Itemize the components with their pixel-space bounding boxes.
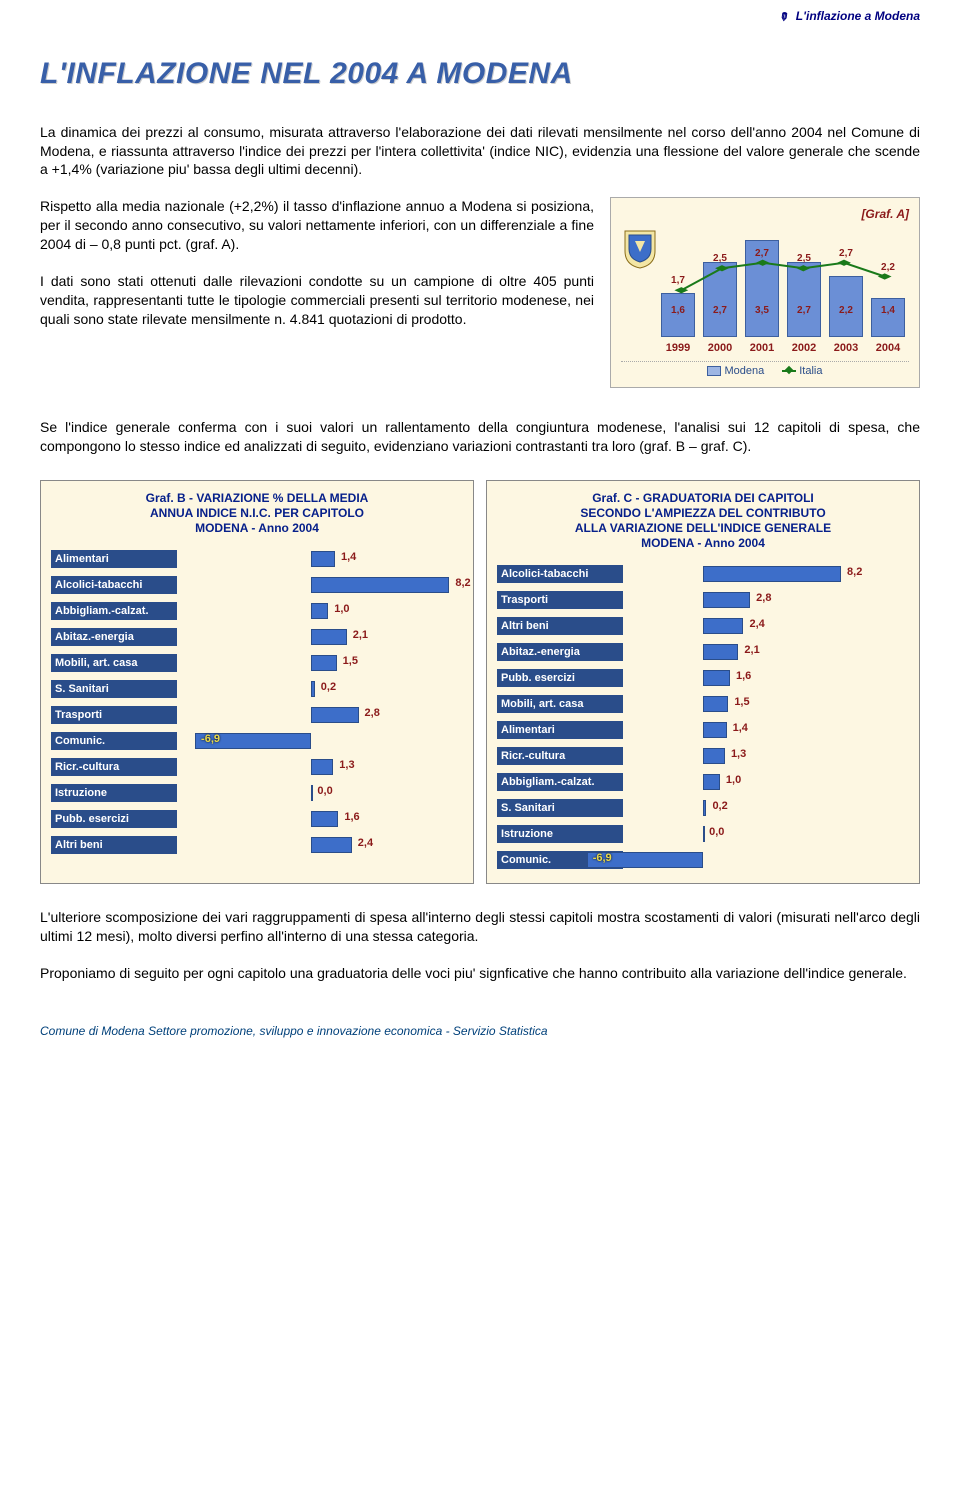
chart-row: Trasporti 2,8 [497, 587, 909, 613]
chart-row-value: 1,6 [736, 669, 751, 684]
chart-row: Alcolici-tabacchi 8,2 [497, 561, 909, 587]
chart-c-title-1: Graf. C - GRADUATORIA DEI CAPITOLI [497, 491, 909, 506]
chart-row: Altri beni 2,4 [497, 613, 909, 639]
chart-b-title-2: ANNUA INDICE N.I.C. PER CAPITOLO [51, 506, 463, 521]
chart-row-value: 2,4 [358, 836, 373, 851]
modena-crest-icon [623, 229, 657, 269]
paragraph-2: Rispetto alla media nazionale (+2,2%) il… [40, 197, 594, 254]
chart-row-label: Alimentari [51, 550, 177, 569]
chart-row: Abbigliam.-calzat. 1,0 [497, 769, 909, 795]
legend-italia: Italia [799, 365, 822, 377]
chart-row-value: 0,2 [321, 680, 336, 695]
chart-row: Ricr.-cultura 1,3 [497, 743, 909, 769]
chart-row-label: Ricr.-cultura [497, 747, 623, 766]
chart-row-value: 1,0 [334, 602, 349, 617]
chart-row-label: S. Sanitari [51, 680, 177, 699]
chart-row-label: Pubb. esercizi [497, 669, 623, 688]
chart-row: S. Sanitari 0,2 [51, 676, 463, 702]
chart-row-value: 2,8 [365, 706, 380, 721]
chart-row-value: -6,9 [201, 732, 220, 747]
chart-row-label: Comunic. [51, 732, 177, 751]
chart-row: S. Sanitari 0,2 [497, 795, 909, 821]
chart-row-label: Altri beni [497, 617, 623, 636]
chart-row-value: 2,8 [756, 591, 771, 606]
header-tag: L'inflazione a Modena [796, 9, 920, 23]
chart-a-tag: [Graf. A] [621, 206, 909, 222]
chart-c: Graf. C - GRADUATORIA DEI CAPITOLI SECON… [486, 480, 920, 884]
chart-row: Ricr.-cultura 1,3 [51, 754, 463, 780]
paragraph-6: Proponiamo di seguito per ogni capitolo … [40, 964, 920, 983]
chart-row-label: Mobili, art. casa [51, 654, 177, 673]
page-header: ✎ L'inflazione a Modena [40, 0, 920, 54]
chart-c-title-2: SECONDO L'AMPIEZZA DEL CONTRIBUTO [497, 506, 909, 521]
chart-row-value: 0,0 [709, 825, 724, 840]
chart-row-label: Alcolici-tabacchi [51, 576, 177, 595]
chart-row: Alimentari 1,4 [497, 717, 909, 743]
chart-row-label: Trasporti [497, 591, 623, 610]
chart-row-label: S. Sanitari [497, 799, 623, 818]
chart-b-title-3: MODENA - Anno 2004 [51, 521, 463, 536]
chart-row-value: 1,4 [733, 721, 748, 736]
paragraph-5: L'ulteriore scomposizione dei vari raggr… [40, 908, 920, 946]
chart-row: Alimentari 1,4 [51, 546, 463, 572]
chart-row-value: 1,4 [341, 550, 356, 565]
chart-row: Altri beni 2,4 [51, 832, 463, 858]
chart-c-title-4: MODENA - Anno 2004 [497, 536, 909, 551]
chart-row-value: 1,5 [343, 654, 358, 669]
chart-row-value: 2,1 [353, 628, 368, 643]
chart-row-label: Pubb. esercizi [51, 810, 177, 829]
paragraph-4: Se l'indice generale conferma con i suoi… [40, 418, 920, 456]
chart-row-value: 8,2 [455, 576, 470, 591]
chart-row: Alcolici-tabacchi8,2 [51, 572, 463, 598]
chart-row-label: Trasporti [51, 706, 177, 725]
chart-row-label: Abbigliam.-calzat. [497, 773, 623, 792]
chart-row: Comunic.-6,9 [497, 847, 909, 873]
chart-row-label: Alimentari [497, 721, 623, 740]
chart-row: Comunic. -6,9 [51, 728, 463, 754]
chart-row: Pubb. esercizi 1,6 [51, 806, 463, 832]
chart-row-value: 1,3 [731, 747, 746, 762]
chart-row-value: 1,3 [339, 758, 354, 773]
chart-row: Abitaz.-energia 2,1 [51, 624, 463, 650]
chart-b: Graf. B - VARIAZIONE % DELLA MEDIA ANNUA… [40, 480, 474, 884]
chart-row-label: Ricr.-cultura [51, 758, 177, 777]
chart-row-label: Istruzione [497, 825, 623, 844]
chart-c-title-3: ALLA VARIAZIONE DELL'INDICE GENERALE [497, 521, 909, 536]
legend-modena: Modena [724, 365, 764, 377]
chart-row-label: Abbigliam.-calzat. [51, 602, 177, 621]
chart-row-value: 2,4 [749, 617, 764, 632]
chart-row-value: -6,9 [593, 851, 612, 866]
chart-row-value: 1,0 [726, 773, 741, 788]
chart-row: Istruzione 0,0 [51, 780, 463, 806]
paragraph-3: I dati sono stati ottenuti dalle rilevaz… [40, 272, 594, 329]
chart-row: Pubb. esercizi 1,6 [497, 665, 909, 691]
chart-row-label: Mobili, art. casa [497, 695, 623, 714]
chart-row: Mobili, art. casa 1,5 [51, 650, 463, 676]
chart-row-value: 1,6 [344, 810, 359, 825]
chart-row-value: 1,5 [734, 695, 749, 710]
chart-row-label: Istruzione [51, 784, 177, 803]
chart-row: Trasporti 2,8 [51, 702, 463, 728]
chart-row-label: Alcolici-tabacchi [497, 565, 623, 584]
chart-row-label: Abitaz.-energia [51, 628, 177, 647]
chart-row: Istruzione 0,0 [497, 821, 909, 847]
pencil-icon: ✎ [774, 7, 793, 26]
chart-a-legend: Modena Italia [621, 361, 909, 379]
chart-row: Abitaz.-energia 2,1 [497, 639, 909, 665]
chart-row-value: 8,2 [847, 565, 862, 580]
chart-a: [Graf. A] 1,71,62,52,72,73,52,52,72,72,2… [610, 197, 920, 388]
chart-row-value: 0,2 [712, 799, 727, 814]
page-footer: Comune di Modena Settore promozione, svi… [40, 1023, 920, 1039]
chart-row: Abbigliam.-calzat. 1,0 [51, 598, 463, 624]
chart-row: Mobili, art. casa 1,5 [497, 691, 909, 717]
chart-b-title-1: Graf. B - VARIAZIONE % DELLA MEDIA [51, 491, 463, 506]
chart-row-value: 0,0 [317, 784, 332, 799]
page-title: L'INFLAZIONE NEL 2004 A MODENA [40, 54, 920, 95]
chart-row-label: Abitaz.-energia [497, 643, 623, 662]
intro-paragraph: La dinamica dei prezzi al consumo, misur… [40, 123, 920, 180]
chart-row-value: 2,1 [744, 643, 759, 658]
chart-row-label: Altri beni [51, 836, 177, 855]
